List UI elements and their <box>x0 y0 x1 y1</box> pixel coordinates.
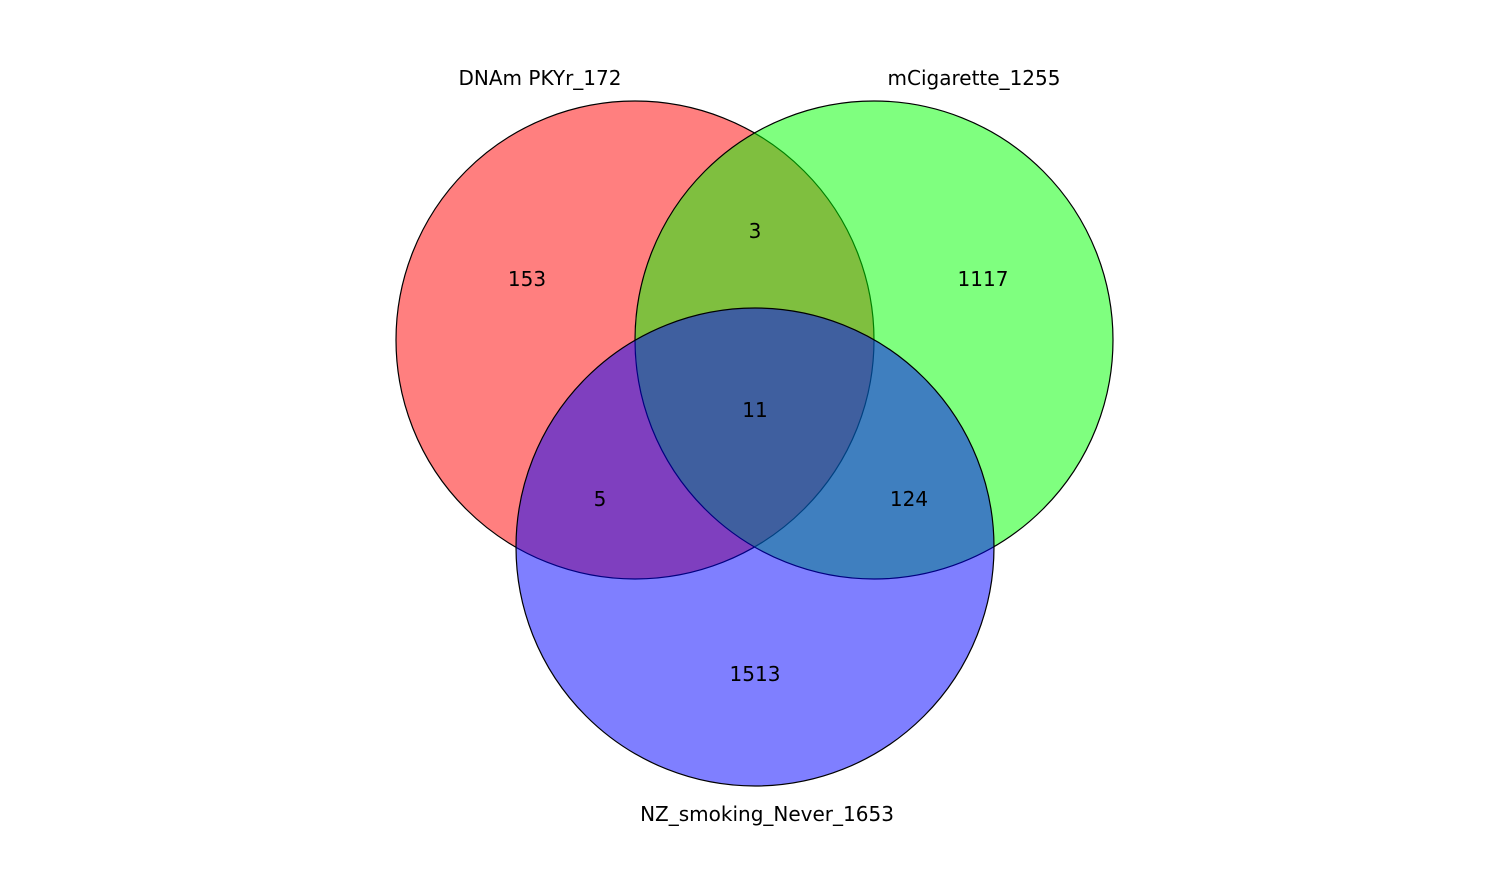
region-count-a-only: 153 <box>508 267 546 291</box>
set-circle-nz-smoking-never <box>515 307 995 787</box>
region-count-a-b-c: 11 <box>742 398 767 422</box>
region-count-b-c: 124 <box>890 487 928 511</box>
region-count-c-only: 1513 <box>730 662 781 686</box>
set-label-nz-smoking-never: NZ_smoking_Never_1653 <box>640 802 894 826</box>
set-label-mcigarette: mCigarette_1255 <box>888 66 1061 90</box>
set-label-dnam-pkyr: DNAm PKYr_172 <box>459 66 622 90</box>
region-count-a-c: 5 <box>594 487 607 511</box>
region-count-b-only: 1117 <box>958 267 1009 291</box>
region-count-a-b: 3 <box>749 219 762 243</box>
